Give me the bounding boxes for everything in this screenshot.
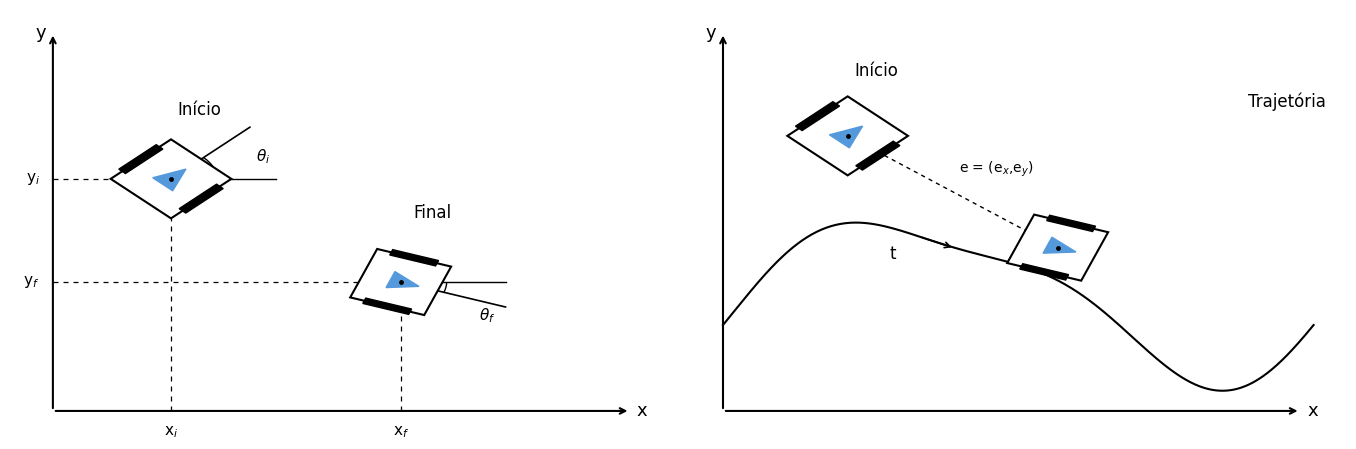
Polygon shape: [1008, 215, 1108, 281]
Text: y: y: [706, 24, 716, 42]
Text: x: x: [637, 402, 648, 420]
Polygon shape: [119, 145, 163, 173]
Polygon shape: [796, 102, 839, 131]
Polygon shape: [111, 139, 232, 218]
Polygon shape: [1020, 264, 1069, 280]
Polygon shape: [179, 184, 224, 213]
Text: Trajetória: Trajetória: [1248, 92, 1326, 111]
Polygon shape: [350, 249, 452, 315]
Text: x$_i$: x$_i$: [164, 424, 178, 440]
Polygon shape: [363, 298, 412, 314]
Polygon shape: [788, 97, 909, 176]
Text: e = (e$_x$,e$_y$): e = (e$_x$,e$_y$): [959, 159, 1033, 179]
Text: x: x: [1307, 402, 1318, 420]
Text: y$_f$: y$_f$: [23, 274, 39, 290]
Text: t: t: [890, 245, 896, 263]
Polygon shape: [1043, 237, 1075, 253]
Text: Início: Início: [854, 62, 898, 80]
Text: y: y: [35, 24, 46, 42]
Polygon shape: [856, 141, 900, 170]
Polygon shape: [386, 272, 419, 287]
Polygon shape: [153, 169, 186, 191]
Text: Início: Início: [178, 101, 221, 119]
Text: x$_f$: x$_f$: [392, 424, 408, 440]
Text: $\theta_i$: $\theta_i$: [256, 148, 271, 167]
Polygon shape: [389, 250, 438, 266]
Text: $\theta_f$: $\theta_f$: [480, 307, 496, 326]
Polygon shape: [830, 126, 862, 148]
Text: y$_i$: y$_i$: [26, 171, 39, 187]
Polygon shape: [1047, 215, 1096, 232]
Text: Final: Final: [414, 204, 452, 222]
